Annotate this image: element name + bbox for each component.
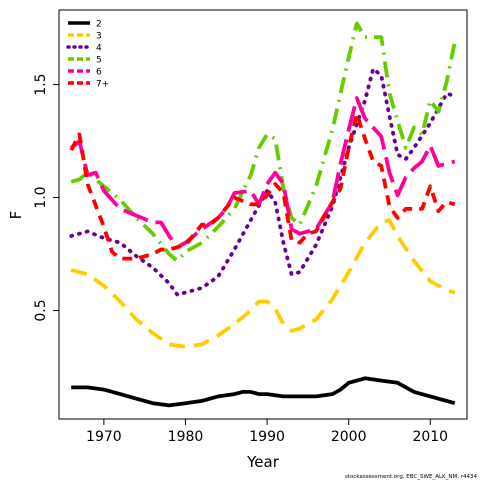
legend-label-4: 5 <box>96 56 102 66</box>
x-tick-label: 2010 <box>412 429 448 445</box>
legend: 2 3 4 5 6 7+ <box>66 20 109 90</box>
legend-label-6: 7+ <box>96 80 109 90</box>
x-tick-label: 1990 <box>249 429 285 445</box>
series-line-3 <box>69 66 457 297</box>
y-tick-label: 1.5 <box>33 73 49 95</box>
y-tick-label: 0.5 <box>33 299 49 321</box>
series-line-2 <box>70 218 456 349</box>
series-line-1 <box>71 376 456 408</box>
x-tick-label: 1980 <box>168 429 204 445</box>
series-line-6 <box>69 112 456 261</box>
x-axis-label: Year <box>246 453 280 471</box>
plot-frame <box>58 9 468 420</box>
series-line-4 <box>70 21 457 263</box>
legend-label-3: 4 <box>96 44 102 54</box>
series-layer <box>69 21 457 408</box>
legend-label-5: 6 <box>96 68 102 78</box>
footnote: stockassessment.org, EBC_SWE_ALK_NM, r44… <box>345 474 478 480</box>
x-tick-label: 1970 <box>86 429 122 445</box>
y-axis: 0.5 1.0 1.5 <box>33 73 59 322</box>
legend-label-2: 3 <box>96 32 102 42</box>
x-tick-label: 2000 <box>331 429 367 445</box>
y-tick-label: 1.0 <box>33 186 49 208</box>
y-axis-label: F <box>7 211 25 220</box>
x-axis: 1970 1980 1990 2000 2010 <box>86 419 448 445</box>
series-line-5 <box>69 96 456 250</box>
legend-label-1: 2 <box>96 20 102 30</box>
